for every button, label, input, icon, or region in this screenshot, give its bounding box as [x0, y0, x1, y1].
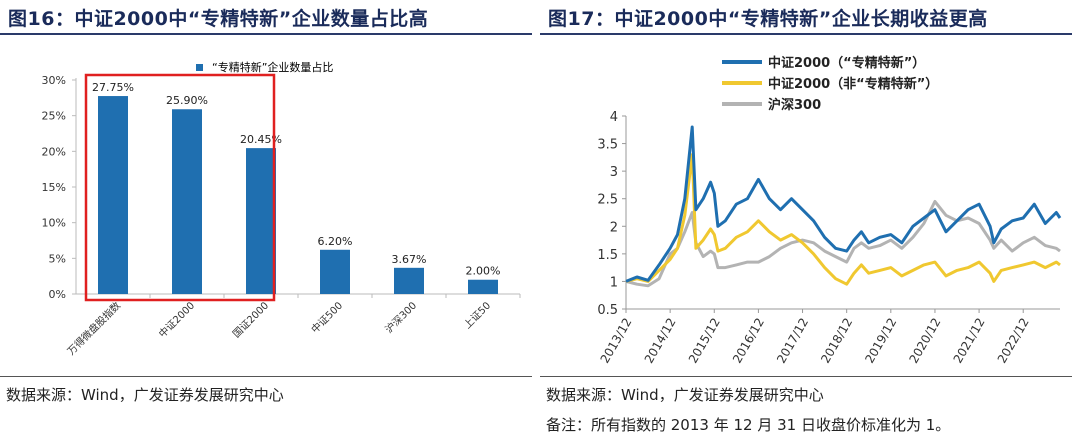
bar-chart: “专精特新”企业数量占比 0%5%10%15%20%25%30%万得微盘股指数中… — [42, 60, 521, 358]
x-tick-label: 2021/12 — [951, 316, 988, 366]
bar-value-label: 20.45% — [240, 133, 282, 146]
series-line — [625, 125, 1062, 283]
chart16-source: 数据来源：Wind，广发证券发展研究中心 — [6, 386, 284, 404]
y-tick-label: 10% — [42, 217, 66, 230]
x-tick-label: 万得微盘股指数 — [64, 299, 123, 358]
bar — [98, 96, 128, 294]
bottom-rule — [540, 376, 1072, 377]
y-tick-label: 5% — [49, 252, 66, 265]
x-tick-label: 2013/12 — [598, 316, 635, 366]
x-tick-label: 2017/12 — [774, 316, 811, 366]
x-tick-label: 国证2000 — [230, 300, 271, 341]
bar-value-label: 6.20% — [318, 235, 353, 248]
left-panel: 图16：中证2000中“专精特新”企业数量占比高 “专精特新”企业数量占比 0%… — [0, 8, 532, 404]
y-tick-label: 4 — [610, 110, 618, 125]
y-tick-label: 30% — [42, 74, 66, 87]
bar-value-label: 25.90% — [166, 94, 208, 107]
y-tick-label: 2.5 — [597, 193, 618, 208]
x-tick-label: 2020/12 — [906, 316, 943, 366]
chart16-title: 图16：中证2000中“专精特新”企业数量占比高 — [8, 8, 429, 30]
legend-label: 中证2000（非“专精特新”） — [768, 76, 938, 92]
x-tick-label: 沪深300 — [382, 299, 419, 336]
y-tick-label: 3.5 — [597, 138, 618, 153]
y-tick-label: 20% — [42, 145, 66, 158]
series-line — [625, 153, 1061, 286]
line-chart: 中证2000（“专精特新”） 中证2000（非“专精特新”） 沪深300 0.5 1 1… — [597, 55, 1062, 366]
x-tick-label: 2014/12 — [642, 316, 679, 366]
y-tick-label: 1 — [610, 275, 618, 290]
bar — [468, 279, 498, 294]
x-tick-label: 2015/12 — [686, 316, 723, 366]
legend-label: 沪深300 — [768, 97, 821, 113]
title-rule — [540, 33, 1072, 35]
title-rule — [0, 33, 532, 35]
highlight-box — [84, 73, 276, 302]
y-tick-label: 15% — [42, 181, 66, 194]
y-tick-label: 25% — [42, 110, 66, 123]
chart17-note: 备注：所有指数的 2013 年 12 月 31 日收盘价标准化为 1。 — [546, 416, 951, 434]
x-tick-label: 2018/12 — [818, 316, 855, 366]
bar-value-label: 27.75% — [92, 81, 134, 94]
x-tick-label: 上证50 — [461, 300, 493, 332]
y-tick-label: 0% — [49, 288, 66, 301]
bar — [172, 109, 202, 294]
x-tick-label: 2019/12 — [862, 316, 899, 366]
y-tick-label: 3 — [610, 165, 618, 180]
bar — [394, 267, 424, 294]
legend-label: 中证2000（“专精特新”） — [768, 55, 925, 71]
chart17-source: 数据来源：Wind，广发证券发展研究中心 — [546, 386, 824, 404]
y-tick-label: 0.5 — [597, 303, 618, 318]
legend-swatch — [196, 64, 203, 71]
bar — [320, 249, 350, 294]
y-tick-label: 2 — [610, 220, 618, 235]
x-tick-label: 中证500 — [308, 299, 345, 336]
legend-label: “专精特新”企业数量占比 — [212, 60, 333, 74]
bar — [246, 148, 276, 294]
y-tick-label: 1.5 — [597, 248, 618, 263]
bar-value-label: 2.00% — [466, 265, 501, 278]
bottom-rule — [0, 376, 532, 377]
x-tick-label: 中证2000 — [156, 299, 197, 340]
bar-value-label: 3.67% — [392, 253, 427, 266]
chart17-title: 图17：中证2000中“专精特新”企业长期收益更高 — [548, 8, 988, 30]
right-panel: 图17：中证2000中“专精特新”企业长期收益更高 中证2000（“专精特新”）… — [540, 0, 1080, 440]
x-tick-label: 2022/12 — [995, 316, 1032, 366]
x-tick-label: 2016/12 — [730, 316, 767, 366]
